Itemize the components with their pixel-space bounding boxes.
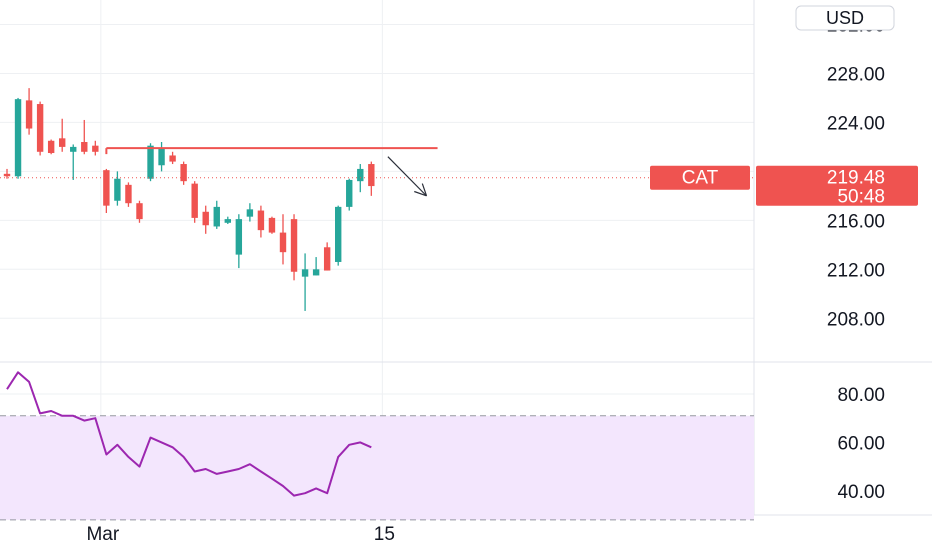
candle-body xyxy=(36,104,44,152)
price-tick-label: 208.00 xyxy=(827,309,885,330)
candle-body xyxy=(70,146,77,152)
symbol-label: CAT xyxy=(682,168,719,189)
arrow-head xyxy=(414,190,427,197)
drawing-annotations[interactable] xyxy=(105,147,438,197)
candle-body xyxy=(246,209,254,217)
rsi-band-fill xyxy=(0,415,754,520)
rsi-band xyxy=(0,415,754,521)
candle-body xyxy=(158,148,165,166)
candle-body xyxy=(191,183,198,218)
candle-body xyxy=(169,155,176,162)
candle-body xyxy=(125,184,132,204)
candle-body xyxy=(81,142,88,152)
candle-body xyxy=(92,145,99,152)
candle-body xyxy=(180,164,187,182)
candle-body xyxy=(103,170,110,206)
candle-body xyxy=(312,269,320,276)
price-tick-label: 228.00 xyxy=(827,64,885,85)
candle-body xyxy=(301,269,309,277)
candle-body xyxy=(235,219,243,255)
candle-body xyxy=(290,219,298,272)
candle-body xyxy=(147,145,154,179)
candle-body xyxy=(47,140,55,154)
time-tick-label: 15 xyxy=(374,524,395,545)
arrow-head xyxy=(421,183,428,197)
rsi-tick-label: 80.00 xyxy=(837,385,885,406)
currency-label: USD xyxy=(826,8,864,28)
price-tick-label: 224.00 xyxy=(827,113,885,134)
last-price-label: 219.48 xyxy=(827,168,885,189)
candle-body xyxy=(136,203,143,220)
candle-body xyxy=(257,210,265,231)
rsi-line-series xyxy=(6,371,372,497)
countdown-label: 50:48 xyxy=(837,187,885,208)
currency-button[interactable] xyxy=(795,5,895,31)
candle-body xyxy=(202,211,209,226)
candle-body xyxy=(213,206,220,227)
candle-body xyxy=(357,168,364,182)
time-tick-label: Mar xyxy=(86,524,119,545)
time-axis[interactable]: Mar 15 xyxy=(86,524,394,545)
candle-body xyxy=(114,178,121,201)
candle-body xyxy=(335,206,342,262)
candle-body xyxy=(14,99,22,177)
price-tick-label: 212.00 xyxy=(827,260,885,281)
candle-body xyxy=(323,247,331,271)
price-tick-label: 216.00 xyxy=(827,211,885,232)
rsi-tick-label: 40.00 xyxy=(837,482,885,503)
candle-body xyxy=(25,100,33,129)
last-price-badge xyxy=(756,165,918,206)
candle-body xyxy=(268,217,276,233)
candles-series xyxy=(0,88,754,311)
candle-body xyxy=(368,164,375,187)
price-axis[interactable]: 232.00228.00224.00216.00212.00208.0080.0… xyxy=(650,5,918,503)
rsi-tick-label: 60.00 xyxy=(837,433,885,454)
arrow-shaft[interactable] xyxy=(387,156,427,197)
rsi-line xyxy=(6,371,372,497)
candle-body xyxy=(224,219,231,223)
candle-body xyxy=(59,138,66,147)
candle-body xyxy=(279,232,287,253)
symbol-badge xyxy=(650,165,750,190)
candle-body xyxy=(346,179,353,207)
candle-body xyxy=(3,173,11,177)
